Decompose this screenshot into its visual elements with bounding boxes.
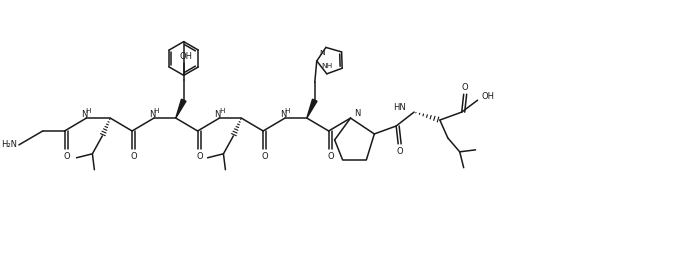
- Text: N: N: [214, 109, 221, 119]
- Text: H: H: [284, 108, 290, 114]
- Text: O: O: [131, 152, 137, 161]
- Text: OH: OH: [179, 52, 192, 61]
- Text: N: N: [149, 109, 155, 119]
- Polygon shape: [307, 99, 317, 118]
- Polygon shape: [176, 99, 186, 118]
- Text: H: H: [219, 108, 224, 114]
- Text: O: O: [196, 152, 203, 161]
- Text: O: O: [397, 147, 404, 156]
- Text: N: N: [280, 109, 286, 119]
- Text: N: N: [319, 50, 325, 56]
- Text: N: N: [81, 109, 88, 119]
- Text: H₂N: H₂N: [1, 140, 17, 149]
- Text: H: H: [86, 108, 91, 114]
- Text: O: O: [327, 152, 334, 161]
- Text: O: O: [63, 152, 70, 161]
- Text: H: H: [153, 108, 159, 114]
- Text: O: O: [262, 152, 269, 161]
- Text: N: N: [354, 109, 361, 118]
- Text: OH: OH: [481, 92, 494, 101]
- Text: HN: HN: [393, 103, 406, 112]
- Text: NH: NH: [321, 63, 333, 69]
- Text: O: O: [461, 83, 468, 92]
